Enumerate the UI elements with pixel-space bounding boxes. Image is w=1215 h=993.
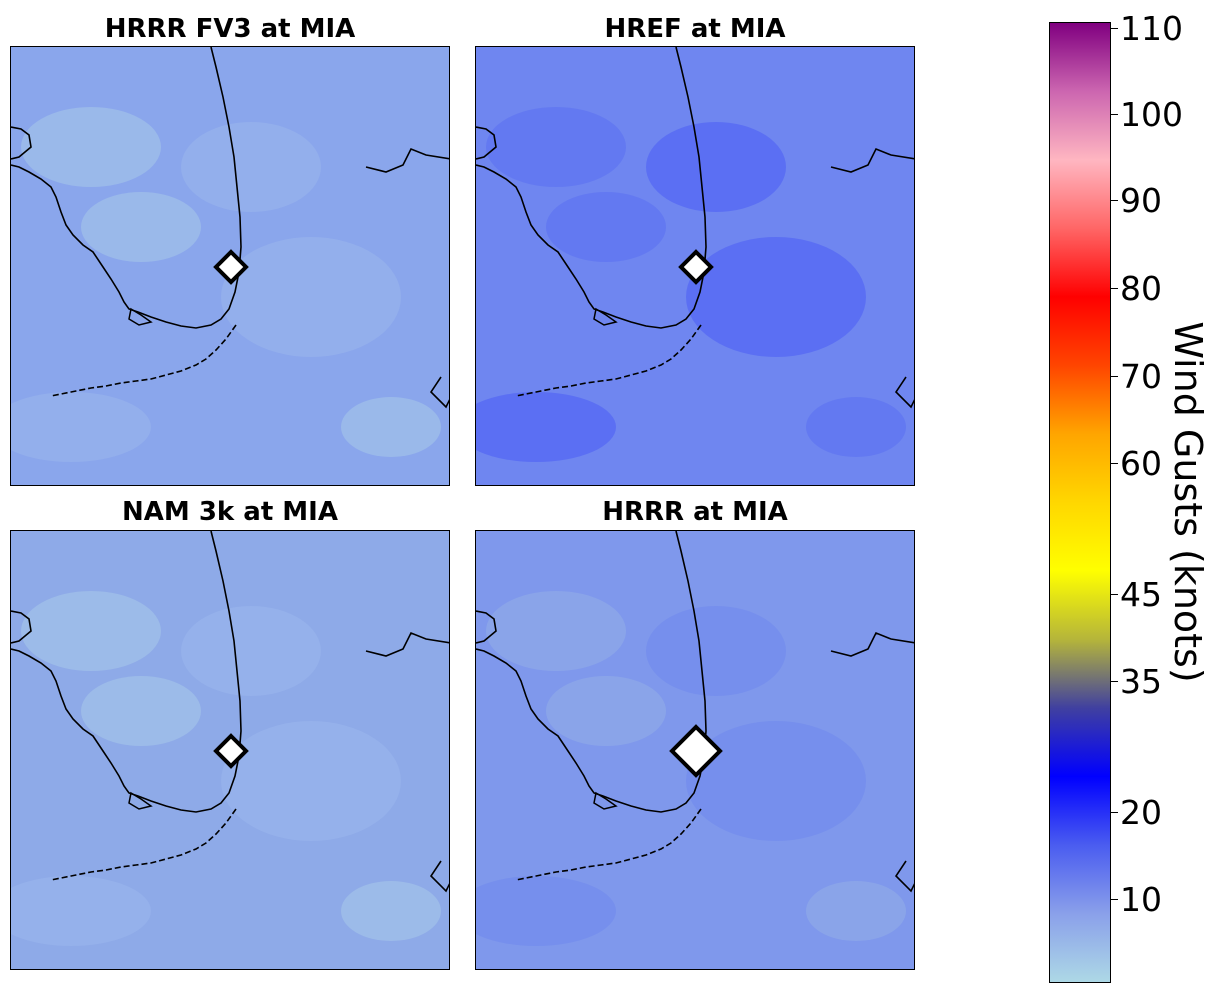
colorbar xyxy=(1049,22,1111,983)
gust-shading xyxy=(476,392,616,462)
diamond-icon xyxy=(669,724,723,778)
colorbar-tick-label: 10 xyxy=(1120,880,1162,919)
cape-sable-outline xyxy=(593,791,618,810)
gust-shading xyxy=(11,392,151,462)
bahamas-coastline xyxy=(365,147,449,173)
gust-shading xyxy=(341,881,441,941)
gust-shading xyxy=(476,876,616,946)
cuba-coastline xyxy=(894,860,914,893)
gulf-coastline xyxy=(476,610,497,644)
colorbar-tick-mark xyxy=(1111,288,1118,289)
colorbar-tick-mark xyxy=(1111,463,1118,464)
panel-title-hrrr: HRRR at MIA xyxy=(602,497,788,527)
panel-title-nam-3k: NAM 3k at MIA xyxy=(122,497,338,527)
panel-title-href: HREF at MIA xyxy=(604,14,786,44)
colorbar-tick-mark xyxy=(1111,28,1118,29)
diamond-icon xyxy=(213,249,249,285)
florida-keys-coastline xyxy=(515,324,702,397)
gust-shading xyxy=(686,721,866,841)
gulf-coastline xyxy=(11,126,32,160)
gust-shading xyxy=(21,591,161,671)
bahamas-coastline xyxy=(830,631,914,657)
bahamas-coastline xyxy=(365,631,449,657)
gust-shading xyxy=(341,397,441,457)
florida-keys-coastline xyxy=(515,808,702,881)
gust-shading xyxy=(646,606,786,696)
colorbar-tick-label: 35 xyxy=(1120,662,1162,701)
colorbar-label: Wind Gusts (knots) xyxy=(1166,321,1210,683)
colorbar-tick-label: 110 xyxy=(1120,9,1183,48)
colorbar-tick-mark xyxy=(1111,594,1118,595)
colorbar-tick-label: 20 xyxy=(1120,793,1162,832)
gust-shading xyxy=(806,397,906,457)
gust-shading xyxy=(486,107,626,187)
map-hrrr-fv3 xyxy=(11,47,449,485)
cuba-coastline xyxy=(894,376,914,409)
gust-shading xyxy=(546,676,666,746)
colorbar-tick-mark xyxy=(1111,376,1118,377)
gulf-coastline xyxy=(476,126,497,160)
florida-coastline xyxy=(476,47,707,329)
map-href xyxy=(476,47,914,485)
gust-shading xyxy=(221,237,401,357)
gust-shading xyxy=(81,192,201,262)
colorbar-tick-label: 80 xyxy=(1120,269,1162,308)
gust-shading xyxy=(806,881,906,941)
gust-shading xyxy=(11,876,151,946)
cuba-coastline xyxy=(429,376,449,409)
gust-shading xyxy=(81,676,201,746)
florida-coastline xyxy=(476,531,707,813)
gust-shading xyxy=(21,107,161,187)
gulf-coastline xyxy=(11,610,32,644)
gust-shading xyxy=(221,721,401,841)
cape-sable-outline xyxy=(128,307,153,326)
colorbar-tick-label: 70 xyxy=(1120,357,1162,396)
colorbar-tick-label: 45 xyxy=(1120,575,1162,614)
cape-sable-outline xyxy=(128,791,153,810)
cape-sable-outline xyxy=(593,307,618,326)
colorbar-tick-label: 60 xyxy=(1120,444,1162,483)
diamond-icon xyxy=(213,733,249,769)
florida-coastline xyxy=(11,531,242,813)
colorbar-tick-mark xyxy=(1111,114,1118,115)
gust-shading xyxy=(181,606,321,696)
colorbar-tick-mark xyxy=(1111,200,1118,201)
map-hrrr xyxy=(476,531,914,969)
florida-keys-coastline xyxy=(50,324,237,397)
florida-coastline xyxy=(11,47,242,329)
map-panel-hrrr-fv3 xyxy=(10,46,450,486)
panel-title-hrrr-fv3: HRRR FV3 at MIA xyxy=(104,14,356,44)
map-panel-nam-3k xyxy=(10,530,450,970)
colorbar-tick-mark xyxy=(1111,899,1118,900)
florida-keys-coastline xyxy=(50,808,237,881)
colorbar-tick-mark xyxy=(1111,681,1118,682)
gust-shading xyxy=(686,237,866,357)
gust-shading xyxy=(646,122,786,212)
gust-shading xyxy=(486,591,626,671)
gust-shading xyxy=(181,122,321,212)
diamond-icon xyxy=(678,249,714,285)
gust-shading xyxy=(546,192,666,262)
colorbar-tick-label: 100 xyxy=(1120,95,1183,134)
map-panel-href xyxy=(475,46,915,486)
colorbar-tick-mark xyxy=(1111,812,1118,813)
map-panel-hrrr xyxy=(475,530,915,970)
cuba-coastline xyxy=(429,860,449,893)
bahamas-coastline xyxy=(830,147,914,173)
colorbar-tick-label: 90 xyxy=(1120,181,1162,220)
map-nam-3k xyxy=(11,531,449,969)
